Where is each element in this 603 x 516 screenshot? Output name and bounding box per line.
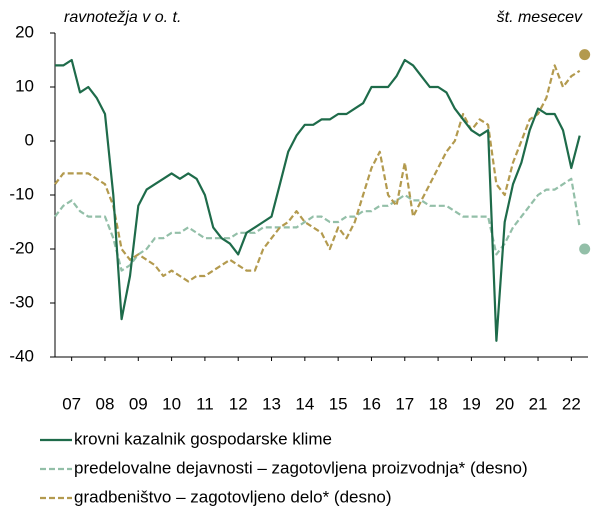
x-tick-label: 07 — [62, 394, 81, 413]
x-tick-label: 12 — [229, 394, 248, 413]
x-tick-label: 13 — [262, 394, 281, 413]
end-marker — [579, 243, 591, 255]
x-tick-label: 08 — [96, 394, 115, 413]
y-tick-label: -30 — [9, 292, 34, 311]
x-tick-label: 22 — [562, 394, 581, 413]
y-tick-label: -10 — [9, 184, 34, 203]
x-tick-label: 14 — [295, 394, 314, 413]
end-marker — [579, 49, 591, 61]
y-tick-label: 0 — [25, 130, 34, 149]
x-tick-label: 15 — [329, 394, 348, 413]
x-tick-label: 11 — [196, 394, 214, 413]
x-tick-label: 10 — [162, 394, 181, 413]
left-axis-label: ravnotežja v o. t. — [64, 9, 181, 26]
x-tick-label: 17 — [395, 394, 414, 413]
y-tick-label: -20 — [9, 238, 34, 257]
y-tick-label: -40 — [9, 346, 34, 365]
x-tick-label: 18 — [429, 394, 448, 413]
series-line — [55, 58, 581, 342]
x-tick-label: 19 — [462, 394, 481, 413]
x-tick-label: 20 — [495, 394, 514, 413]
right-axis-label: št. mesecev — [497, 9, 583, 26]
series-line — [54, 177, 581, 272]
legend-label: krovni kazalnik gospodarske klime — [74, 429, 332, 448]
x-tick-label: 09 — [129, 394, 148, 413]
legend-label: predelovalne dejavnosti – zagotovljena p… — [74, 458, 528, 477]
x-tick-label: 16 — [362, 394, 381, 413]
y-tick-label: 20 — [15, 22, 34, 41]
legend-label: gradbeništvo – zagotovljeno delo* (desno… — [74, 487, 392, 506]
series-line — [54, 64, 581, 283]
y-tick-label: 10 — [15, 76, 34, 95]
x-tick-label: 21 — [529, 394, 548, 413]
